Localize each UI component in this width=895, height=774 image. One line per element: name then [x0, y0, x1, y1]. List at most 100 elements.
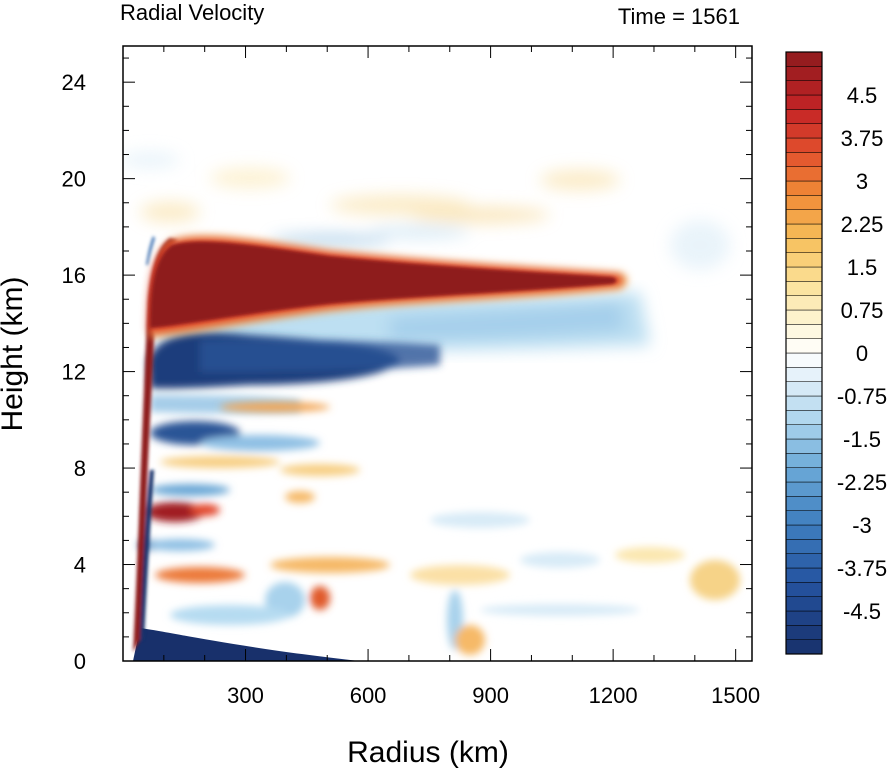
- field-patch: [146, 236, 155, 265]
- field-patch: [140, 202, 200, 222]
- y-tick-label: 12: [62, 360, 86, 385]
- field-patch: [455, 625, 485, 655]
- field-patch: [410, 207, 550, 223]
- plot-frame: [122, 45, 753, 662]
- colorbar-segment: [785, 266, 823, 282]
- field-patch: [670, 220, 730, 270]
- field-patch: [145, 539, 215, 551]
- field-patch: [155, 567, 245, 583]
- colorbar-segment: [785, 639, 823, 655]
- field-patch: [160, 456, 280, 468]
- y-axis-title: Height (km): [0, 276, 29, 431]
- field-patch: [370, 227, 470, 237]
- field-patch: [200, 435, 320, 451]
- y-tick-label: 4: [74, 553, 86, 578]
- x-tick-label: 600: [350, 683, 387, 708]
- field-patch: [170, 605, 290, 625]
- colorbar-segment: [785, 395, 823, 411]
- colorbar-segment: [785, 481, 823, 497]
- colorbar-label: 1.5: [847, 255, 878, 280]
- field-patch: [133, 628, 360, 661]
- colorbar-segment: [785, 109, 823, 124]
- field-patch: [280, 464, 360, 476]
- field-patch: [150, 241, 617, 328]
- field-patch: [140, 470, 154, 640]
- colorbar-segment: [785, 338, 823, 354]
- colorbar-segment: [785, 553, 823, 569]
- field-patch: [270, 557, 390, 573]
- colorbar-segment: [785, 94, 823, 110]
- colorbar-segment: [785, 453, 823, 468]
- y-axis: 0 4 8 12 16 20 24: [62, 57, 752, 674]
- y-tick-label: 0: [74, 649, 86, 674]
- y-tick-label: 20: [62, 167, 86, 192]
- colorbar-segment: [785, 123, 823, 139]
- y-tick-label: 16: [62, 263, 86, 288]
- x-axis: 300 600 900 1200 1500: [163, 46, 760, 708]
- field-patch: [390, 302, 625, 340]
- y-tick-label: 8: [74, 456, 86, 481]
- colorbar-segment: [785, 238, 823, 253]
- colorbar-segment: [785, 410, 823, 425]
- colorbar-label: -3: [852, 513, 872, 538]
- field-patch: [270, 235, 390, 245]
- colorbar-segment: [785, 80, 823, 96]
- colorbar-segment: [785, 567, 823, 583]
- colorbar-segment: [785, 152, 823, 167]
- colorbar-segment: [785, 195, 823, 210]
- colorbar-segment: [785, 180, 823, 196]
- field-patch: [210, 168, 290, 188]
- colorbar-segment: [785, 596, 823, 612]
- x-tick-label: 300: [227, 683, 264, 708]
- field-patch: [150, 484, 230, 496]
- x-tick-label: 900: [472, 683, 509, 708]
- colorbar-segment: [785, 223, 823, 239]
- field-patch: [520, 552, 600, 568]
- colorbar-segment: [785, 295, 823, 311]
- field-patch: [690, 560, 740, 600]
- colorbar-segment: [785, 309, 823, 325]
- colorbar-segment: [785, 424, 823, 440]
- colorbar-label: 0: [856, 341, 868, 366]
- field-patch: [200, 339, 440, 372]
- heatmap-field: [123, 152, 740, 661]
- colorbar-segment: [785, 352, 823, 368]
- colorbar-segment: [785, 510, 823, 526]
- colorbar-segment: [785, 539, 823, 554]
- colorbar-label: 3.75: [841, 126, 884, 151]
- colorbar-segment: [785, 281, 823, 296]
- field-patch: [310, 586, 330, 610]
- colorbar-label: -0.75: [837, 384, 887, 409]
- colorbar-segment: [785, 625, 823, 640]
- field-patch: [430, 512, 530, 528]
- x-tick-label: 1200: [589, 683, 638, 708]
- field-patch: [190, 504, 220, 516]
- field-patch: [410, 565, 510, 585]
- colorbar-segment: [785, 209, 823, 225]
- x-tick-label: 1500: [711, 683, 760, 708]
- colorbar-segment: [785, 252, 823, 268]
- colorbar-segment: [785, 367, 823, 382]
- colorbar-segment: [785, 467, 823, 483]
- colorbar-segment: [785, 582, 823, 597]
- field-patch: [540, 170, 620, 190]
- field-patch: [123, 152, 180, 168]
- colorbar-label: -2.25: [837, 470, 887, 495]
- colorbar: 4.5 3.75 3 2.25 1.5 0.75 0 -0.75 -1.5 -2.25 -3 -3.7…: [785, 51, 887, 655]
- colorbar-segment: [785, 66, 823, 81]
- colorbar-segment: [785, 496, 823, 511]
- colorbar-segment: [785, 381, 823, 397]
- field-patch: [145, 502, 205, 522]
- colorbar-segment: [785, 324, 823, 339]
- y-tick-label: 24: [62, 70, 86, 95]
- colorbar-label: -4.5: [843, 599, 881, 624]
- colorbar-segment: [785, 438, 823, 454]
- chart-title-left: Radial Velocity: [120, 0, 264, 25]
- colorbar-segment: [785, 166, 823, 182]
- colorbar-segment: [785, 610, 823, 626]
- colorbar-label: 3: [856, 169, 868, 194]
- colorbar-segment: [785, 137, 823, 153]
- colorbar-segment: [785, 524, 823, 540]
- chart-title-right: Time = 1561: [618, 4, 740, 29]
